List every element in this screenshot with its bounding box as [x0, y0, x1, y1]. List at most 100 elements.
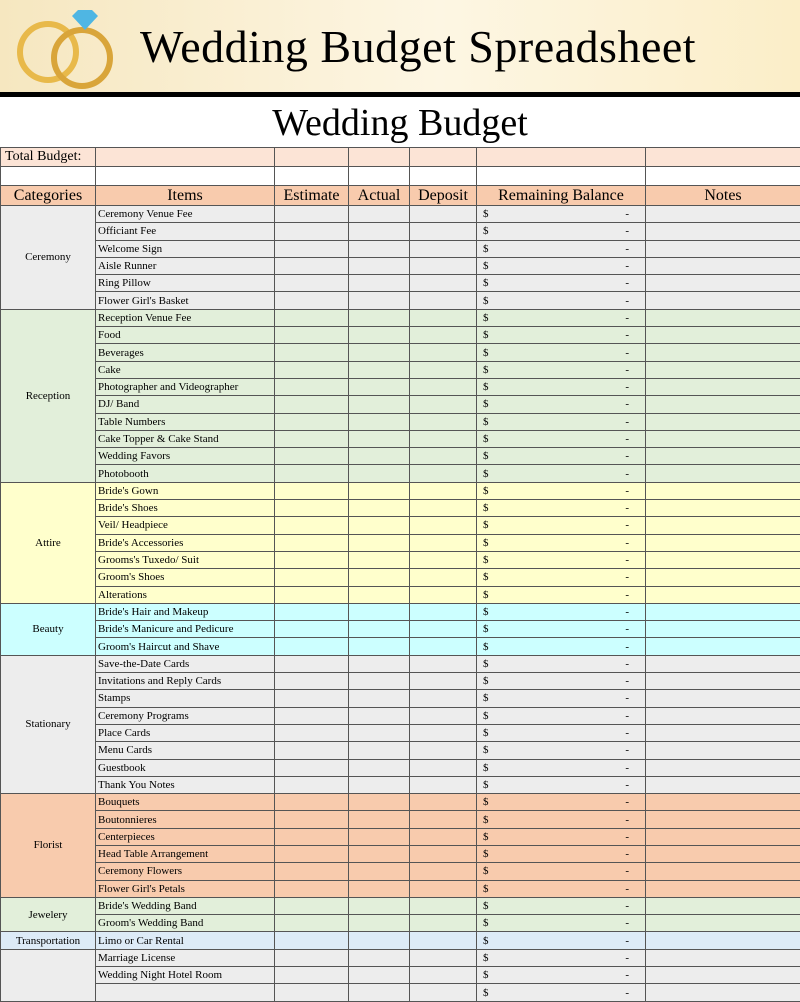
estimate-cell[interactable]	[275, 915, 349, 932]
deposit-cell[interactable]	[410, 275, 477, 292]
actual-cell[interactable]	[349, 500, 410, 517]
actual-cell[interactable]	[349, 794, 410, 811]
actual-cell[interactable]	[349, 742, 410, 759]
deposit-cell[interactable]	[410, 949, 477, 966]
notes-cell[interactable]	[646, 707, 800, 724]
item-cell[interactable]: Grooms's Tuxedo/ Suit	[96, 551, 275, 568]
notes-cell[interactable]	[646, 759, 800, 776]
deposit-cell[interactable]	[410, 500, 477, 517]
notes-cell[interactable]	[646, 603, 800, 620]
item-cell[interactable]: Beverages	[96, 344, 275, 361]
notes-cell[interactable]	[646, 742, 800, 759]
notes-cell[interactable]	[646, 638, 800, 655]
estimate-cell[interactable]	[275, 742, 349, 759]
actual-cell[interactable]	[349, 569, 410, 586]
item-cell[interactable]: Bride's Gown	[96, 482, 275, 499]
deposit-cell[interactable]	[410, 517, 477, 534]
item-cell[interactable]: Photographer and Videographer	[96, 378, 275, 395]
estimate-cell[interactable]	[275, 292, 349, 309]
item-cell[interactable]: Ceremony Flowers	[96, 863, 275, 880]
actual-cell[interactable]	[349, 257, 410, 274]
notes-cell[interactable]	[646, 517, 800, 534]
actual-cell[interactable]	[349, 448, 410, 465]
actual-cell[interactable]	[349, 690, 410, 707]
notes-cell[interactable]	[646, 897, 800, 914]
estimate-cell[interactable]	[275, 967, 349, 984]
item-cell[interactable]: Ceremony Venue Fee	[96, 206, 275, 223]
deposit-cell[interactable]	[410, 811, 477, 828]
deposit-cell[interactable]	[410, 448, 477, 465]
deposit-cell[interactable]	[410, 655, 477, 672]
item-cell[interactable]: Bride's Accessories	[96, 534, 275, 551]
deposit-cell[interactable]	[410, 586, 477, 603]
item-cell[interactable]: DJ/ Band	[96, 396, 275, 413]
notes-cell[interactable]	[646, 967, 800, 984]
estimate-cell[interactable]	[275, 430, 349, 447]
deposit-cell[interactable]	[410, 967, 477, 984]
item-cell[interactable]: Boutonnieres	[96, 811, 275, 828]
actual-cell[interactable]	[349, 949, 410, 966]
notes-cell[interactable]	[646, 430, 800, 447]
actual-cell[interactable]	[349, 915, 410, 932]
actual-cell[interactable]	[349, 880, 410, 897]
estimate-cell[interactable]	[275, 378, 349, 395]
actual-cell[interactable]	[349, 828, 410, 845]
estimate-cell[interactable]	[275, 690, 349, 707]
actual-cell[interactable]	[349, 240, 410, 257]
deposit-cell[interactable]	[410, 932, 477, 949]
total-budget-cell[interactable]	[96, 148, 275, 167]
notes-cell[interactable]	[646, 586, 800, 603]
deposit-cell[interactable]	[410, 309, 477, 326]
notes-cell[interactable]	[646, 724, 800, 741]
notes-cell[interactable]	[646, 984, 800, 1001]
item-cell[interactable]: Bride's Wedding Band	[96, 897, 275, 914]
actual-cell[interactable]	[349, 378, 410, 395]
notes-cell[interactable]	[646, 915, 800, 932]
actual-cell[interactable]	[349, 344, 410, 361]
estimate-cell[interactable]	[275, 759, 349, 776]
item-cell[interactable]: Place Cards	[96, 724, 275, 741]
deposit-cell[interactable]	[410, 551, 477, 568]
item-cell[interactable]	[96, 984, 275, 1001]
estimate-cell[interactable]	[275, 275, 349, 292]
actual-cell[interactable]	[349, 292, 410, 309]
estimate-cell[interactable]	[275, 257, 349, 274]
cell[interactable]	[96, 167, 275, 186]
estimate-cell[interactable]	[275, 707, 349, 724]
item-cell[interactable]: Aisle Runner	[96, 257, 275, 274]
actual-cell[interactable]	[349, 845, 410, 862]
deposit-cell[interactable]	[410, 482, 477, 499]
cell[interactable]	[349, 148, 410, 167]
estimate-cell[interactable]	[275, 517, 349, 534]
estimate-cell[interactable]	[275, 223, 349, 240]
actual-cell[interactable]	[349, 897, 410, 914]
notes-cell[interactable]	[646, 448, 800, 465]
deposit-cell[interactable]	[410, 569, 477, 586]
notes-cell[interactable]	[646, 551, 800, 568]
estimate-cell[interactable]	[275, 863, 349, 880]
deposit-cell[interactable]	[410, 673, 477, 690]
actual-cell[interactable]	[349, 534, 410, 551]
cell[interactable]	[349, 167, 410, 186]
item-cell[interactable]: Bride's Shoes	[96, 500, 275, 517]
notes-cell[interactable]	[646, 863, 800, 880]
deposit-cell[interactable]	[410, 759, 477, 776]
cell[interactable]	[410, 148, 477, 167]
actual-cell[interactable]	[349, 984, 410, 1001]
estimate-cell[interactable]	[275, 240, 349, 257]
deposit-cell[interactable]	[410, 984, 477, 1001]
estimate-cell[interactable]	[275, 603, 349, 620]
deposit-cell[interactable]	[410, 863, 477, 880]
actual-cell[interactable]	[349, 361, 410, 378]
actual-cell[interactable]	[349, 396, 410, 413]
item-cell[interactable]: Invitations and Reply Cards	[96, 673, 275, 690]
item-cell[interactable]: Ring Pillow	[96, 275, 275, 292]
deposit-cell[interactable]	[410, 344, 477, 361]
estimate-cell[interactable]	[275, 482, 349, 499]
estimate-cell[interactable]	[275, 309, 349, 326]
actual-cell[interactable]	[349, 586, 410, 603]
item-cell[interactable]: Guestbook	[96, 759, 275, 776]
item-cell[interactable]: Flower Girl's Basket	[96, 292, 275, 309]
item-cell[interactable]: Cake	[96, 361, 275, 378]
deposit-cell[interactable]	[410, 396, 477, 413]
